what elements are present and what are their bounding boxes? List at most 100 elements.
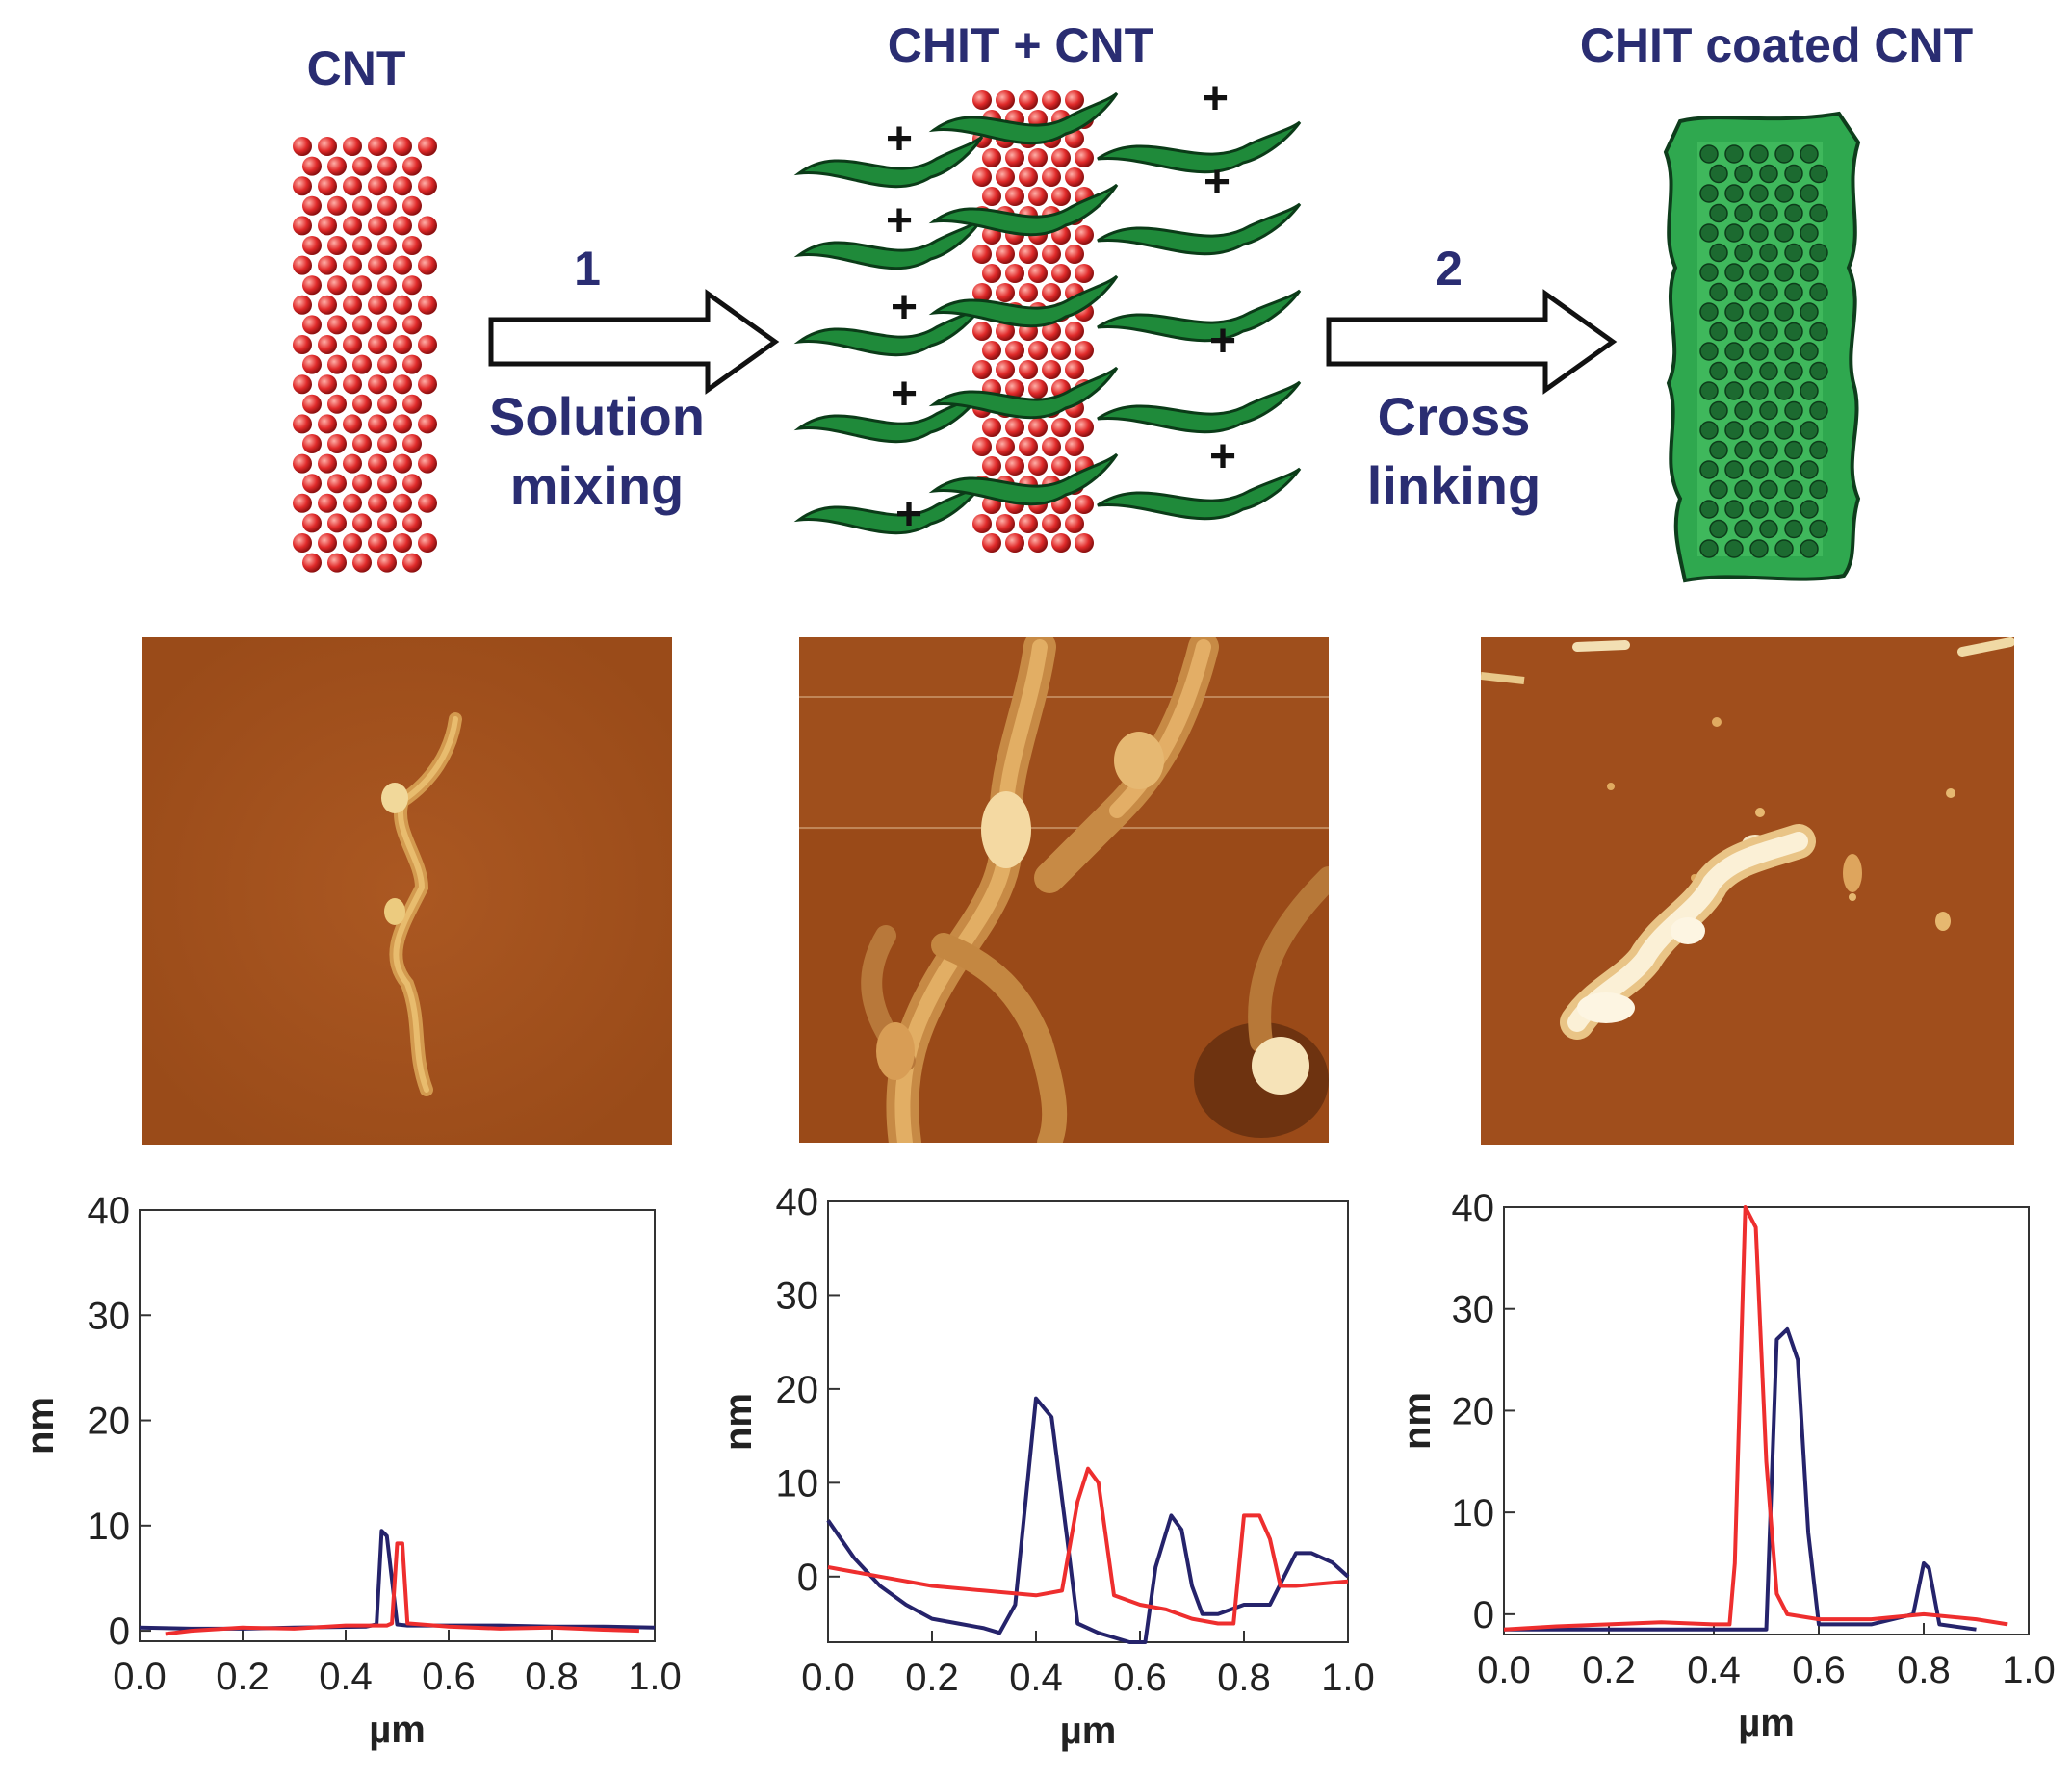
cnt-atom	[1734, 400, 1753, 421]
cnt-atom	[377, 434, 397, 453]
cnt-atom	[1784, 400, 1803, 421]
step-number-1: 1	[574, 242, 601, 296]
cnt-atom	[402, 354, 422, 374]
y-tick-label: 30	[88, 1295, 131, 1337]
chit-coated-cnt-icon	[1663, 111, 1861, 583]
cnt-atom	[293, 533, 312, 553]
cnt-atom	[318, 295, 337, 315]
cnt-atom	[1774, 342, 1794, 361]
cnt-atom	[352, 553, 372, 573]
chitosan-strand	[1097, 380, 1302, 434]
cnt-atom	[982, 187, 1001, 206]
chitosan-strand	[1097, 467, 1302, 521]
cnt-atom	[418, 176, 437, 196]
cnt-atom	[996, 437, 1015, 456]
cnt-atom	[327, 513, 347, 533]
cnt-atom	[1774, 302, 1794, 322]
cnt-atom	[418, 414, 437, 434]
cnt-atom	[1749, 342, 1769, 361]
cnt-atom	[1774, 184, 1794, 203]
cnt-atom	[1019, 514, 1038, 533]
cnt-atom	[1051, 456, 1071, 476]
cnt-atom	[1784, 479, 1803, 500]
cnt-atom	[402, 553, 422, 573]
y-axis-label: nm	[717, 1393, 760, 1451]
cnt-atom	[418, 335, 437, 354]
cnt-atom	[1065, 167, 1084, 187]
chitosan-strand	[928, 274, 1119, 328]
cnt-atom	[1749, 184, 1769, 203]
positive-charge-icon: +	[1209, 316, 1236, 367]
cnt-atom	[1709, 322, 1728, 342]
cnt-atom	[1749, 500, 1769, 519]
positive-charge-icon: +	[1204, 157, 1230, 208]
cnt-atom	[327, 315, 347, 335]
cnt-atom	[996, 283, 1015, 302]
cnt-atom	[377, 275, 397, 296]
cnt-atom	[368, 374, 387, 395]
cnt-atom	[318, 493, 337, 513]
cnt-atom	[1774, 539, 1794, 558]
cnt-atom	[318, 533, 337, 553]
y-tick-label: 10	[776, 1462, 819, 1505]
cnt-atom	[1749, 263, 1769, 282]
cnt-atom	[1724, 342, 1744, 361]
cnt-atom	[1699, 460, 1719, 479]
x-tick-label: 0.8	[525, 1656, 579, 1698]
cnt-atom	[1774, 223, 1794, 243]
cnt-atom	[1734, 479, 1753, 500]
cnt-atom	[1734, 361, 1753, 381]
cnt-atom	[368, 493, 387, 513]
cnt-atom	[1028, 456, 1048, 476]
arrow-step-2-icon	[1326, 289, 1618, 395]
cnt-atom	[302, 236, 322, 255]
cnt-atom	[1051, 264, 1071, 283]
cnt-atom	[1709, 203, 1728, 223]
cnt-atom	[1749, 381, 1769, 400]
cnt-atom	[982, 341, 1001, 360]
cnt-atom	[1800, 539, 1819, 558]
cnt-atom	[327, 195, 347, 216]
cnt-atom	[982, 533, 1001, 553]
cnt-atom	[1028, 187, 1048, 206]
cnt-atom	[352, 315, 372, 335]
cnt-atom	[1774, 500, 1794, 519]
x-tick-label: 0.2	[1582, 1649, 1636, 1691]
cnt-atom	[1759, 400, 1778, 421]
cnt-atom	[402, 156, 422, 176]
cnt-atom	[1051, 341, 1071, 360]
profile-series-0	[826, 1396, 1350, 1644]
cnt-atom	[368, 176, 387, 196]
cnt-atom	[1800, 342, 1819, 361]
cnt-atom	[402, 434, 422, 453]
height-profile-chart-cnt: 0.0 0.2 0.4 0.6 0.8 1.0 0 10 20 30 40 µm nm	[19, 1190, 682, 1751]
cnt-atom	[293, 176, 312, 196]
cnt-atom	[343, 414, 362, 434]
cnt-atom	[1774, 263, 1794, 282]
cnt-atom	[1005, 418, 1024, 437]
cnt-atom	[343, 137, 362, 156]
cnt-atom	[1028, 264, 1048, 283]
afm-image-chit-coated-cnt	[1481, 637, 2014, 1145]
cnt-atom	[996, 360, 1015, 379]
cnt-atom	[1734, 519, 1753, 539]
arrow-step-1-icon	[488, 289, 780, 395]
cnt-atom	[1065, 245, 1084, 264]
cnt-atom	[1709, 282, 1728, 302]
cnt-atom	[1759, 479, 1778, 500]
cnt-atom	[1800, 302, 1819, 322]
cnt-atom	[327, 553, 347, 573]
cnt-atom	[302, 315, 322, 335]
cnt-atom	[352, 354, 372, 374]
cnt-atom	[1734, 322, 1753, 342]
cnt-atom	[1724, 263, 1744, 282]
plot-frame	[1503, 1206, 2030, 1635]
step-number-2: 2	[1436, 242, 1463, 296]
cnt-atom	[1019, 167, 1038, 187]
cnt-atom	[1759, 164, 1778, 184]
step-caption-1-line1: Solution	[489, 386, 705, 447]
cnt-atom	[318, 137, 337, 156]
y-tick-label: 0	[109, 1610, 130, 1653]
cnt-atom	[1734, 203, 1753, 223]
cnt-atom	[302, 275, 322, 296]
